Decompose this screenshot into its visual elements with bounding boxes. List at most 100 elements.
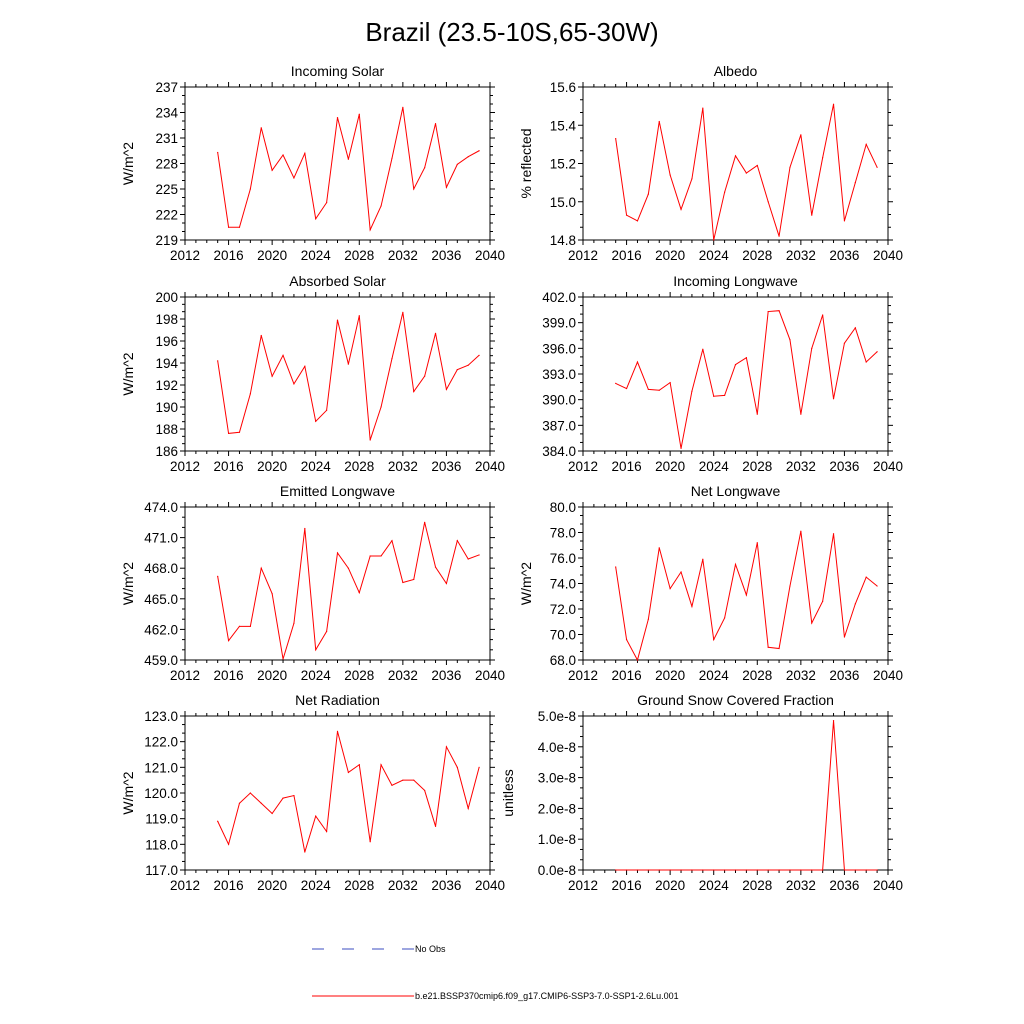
y-tick-label: 15.4 bbox=[550, 118, 577, 133]
panel-ground-snow-covered-fraction-series-line bbox=[615, 720, 878, 871]
data-point bbox=[767, 201, 769, 203]
data-point bbox=[445, 582, 448, 585]
x-tick-label: 2032 bbox=[388, 248, 418, 263]
panel-incoming-solar: 2012 2016 2020 2024 2028 2032 2036 2040 219 222 22… bbox=[120, 63, 505, 263]
data-point bbox=[293, 622, 295, 624]
y-tick-label: 4.0e-8 bbox=[538, 740, 576, 755]
data-point bbox=[238, 625, 241, 627]
panels: 2012 2016 2020 2024 2028 2032 2036 2040 219 222 22… bbox=[120, 63, 903, 893]
data-point bbox=[271, 169, 273, 171]
data-point bbox=[467, 364, 469, 366]
data-point bbox=[326, 630, 328, 633]
data-point bbox=[713, 395, 715, 397]
y-tick-label: 222 bbox=[155, 208, 178, 223]
data-point bbox=[680, 447, 682, 450]
data-point bbox=[326, 409, 328, 411]
data-point bbox=[778, 869, 780, 871]
x-tick-label: 2040 bbox=[475, 459, 505, 474]
panel-incoming-solar-points bbox=[217, 106, 480, 231]
panel-net-radiation-points bbox=[217, 730, 480, 853]
data-point bbox=[854, 327, 856, 329]
data-point bbox=[669, 588, 671, 590]
legend: No Obs b.e21.BSSP370cmip6.f09_g17.CMIP6-… bbox=[312, 944, 679, 1001]
panel-albedo-series-line bbox=[615, 104, 878, 241]
x-tick-label: 2012 bbox=[568, 878, 598, 893]
data-point bbox=[625, 639, 628, 641]
data-point bbox=[767, 646, 769, 648]
panel-albedo: 2012 2016 2020 2024 2028 2032 2036 2040 14.8 15.0… bbox=[518, 63, 903, 263]
data-point bbox=[315, 218, 317, 220]
data-point bbox=[304, 152, 306, 154]
data-point bbox=[413, 188, 415, 190]
y-tick-label: 198 bbox=[155, 312, 178, 327]
x-tick-label: 2024 bbox=[301, 459, 332, 474]
data-point bbox=[756, 869, 758, 871]
data-point bbox=[478, 766, 480, 768]
data-point bbox=[832, 720, 835, 722]
data-point bbox=[680, 208, 682, 210]
data-point bbox=[876, 166, 878, 168]
panel-absorbed-solar-x-ticks: 2012 2016 2020 2024 2028 2032 2036 2040 bbox=[170, 292, 505, 474]
data-point bbox=[304, 851, 306, 853]
x-tick-label: 2012 bbox=[170, 668, 200, 683]
data-point bbox=[347, 158, 349, 160]
y-tick-label: 0.0e-8 bbox=[538, 863, 576, 878]
x-tick-label: 2028 bbox=[742, 878, 772, 893]
y-tick-label: 2.0e-8 bbox=[538, 801, 576, 816]
x-tick-label: 2012 bbox=[170, 248, 200, 263]
x-tick-label: 2020 bbox=[655, 878, 685, 893]
panel-net-longwave-title: Net Longwave bbox=[691, 483, 781, 499]
panel-net-longwave-points bbox=[615, 530, 878, 661]
data-point bbox=[260, 334, 262, 337]
x-tick-label: 2040 bbox=[475, 248, 505, 263]
data-point bbox=[625, 869, 628, 871]
y-tick-label: 74.0 bbox=[550, 577, 576, 592]
x-tick-label: 2020 bbox=[257, 248, 287, 263]
data-point bbox=[434, 825, 437, 827]
y-tick-label: 459.0 bbox=[144, 653, 178, 668]
x-tick-label: 2040 bbox=[873, 459, 903, 474]
x-tick-label: 2036 bbox=[431, 248, 461, 263]
data-point bbox=[347, 771, 349, 774]
data-point bbox=[445, 186, 448, 188]
panel-net-radiation-x-ticks: 2012 2016 2020 2024 2028 2032 2036 2040 bbox=[170, 711, 505, 893]
data-point bbox=[811, 869, 813, 871]
data-point bbox=[369, 841, 371, 843]
data-point bbox=[734, 155, 737, 157]
y-tick-label: 190 bbox=[155, 400, 178, 415]
panel-net-radiation-series-line bbox=[217, 731, 480, 853]
x-tick-label: 2028 bbox=[344, 668, 374, 683]
data-point bbox=[424, 167, 426, 169]
y-tick-label: 387.0 bbox=[542, 418, 576, 433]
y-tick-label: 231 bbox=[155, 131, 178, 146]
data-point bbox=[380, 406, 382, 408]
x-tick-label: 2032 bbox=[786, 248, 816, 263]
data-point bbox=[822, 869, 824, 871]
x-tick-label: 2040 bbox=[475, 668, 505, 683]
y-tick-label: 15.0 bbox=[550, 195, 576, 210]
panel-net-radiation-frame bbox=[184, 715, 491, 871]
data-point bbox=[647, 193, 649, 195]
panel-emitted-longwave-title: Emitted Longwave bbox=[280, 483, 395, 499]
x-tick-label: 2032 bbox=[388, 668, 418, 683]
y-tick-label: 3.0e-8 bbox=[538, 771, 576, 786]
data-point bbox=[767, 310, 769, 313]
data-point bbox=[238, 226, 241, 228]
panel-ground-snow-covered-fraction-points bbox=[615, 720, 878, 871]
y-tick-label: 237 bbox=[155, 80, 178, 95]
panel-absorbed-solar-points bbox=[217, 311, 480, 441]
y-tick-label: 117.0 bbox=[145, 863, 178, 878]
figure-title: Brazil (23.5-10S,65-30W) bbox=[365, 17, 658, 47]
data-point bbox=[702, 869, 704, 871]
x-tick-label: 2016 bbox=[214, 459, 244, 474]
x-tick-label: 2024 bbox=[301, 878, 332, 893]
data-point bbox=[249, 188, 251, 190]
panel-ground-snow-covered-fraction-title: Ground Snow Covered Fraction bbox=[637, 692, 834, 708]
data-point bbox=[647, 388, 649, 390]
data-point bbox=[380, 205, 382, 207]
data-point bbox=[843, 342, 846, 344]
panel-emitted-longwave-x-ticks: 2012 2016 2020 2024 2028 2032 2036 2040 bbox=[170, 502, 505, 683]
y-tick-label: 393.0 bbox=[542, 367, 576, 382]
x-tick-label: 2032 bbox=[388, 878, 418, 893]
panel-net-radiation-title: Net Radiation bbox=[295, 692, 380, 708]
